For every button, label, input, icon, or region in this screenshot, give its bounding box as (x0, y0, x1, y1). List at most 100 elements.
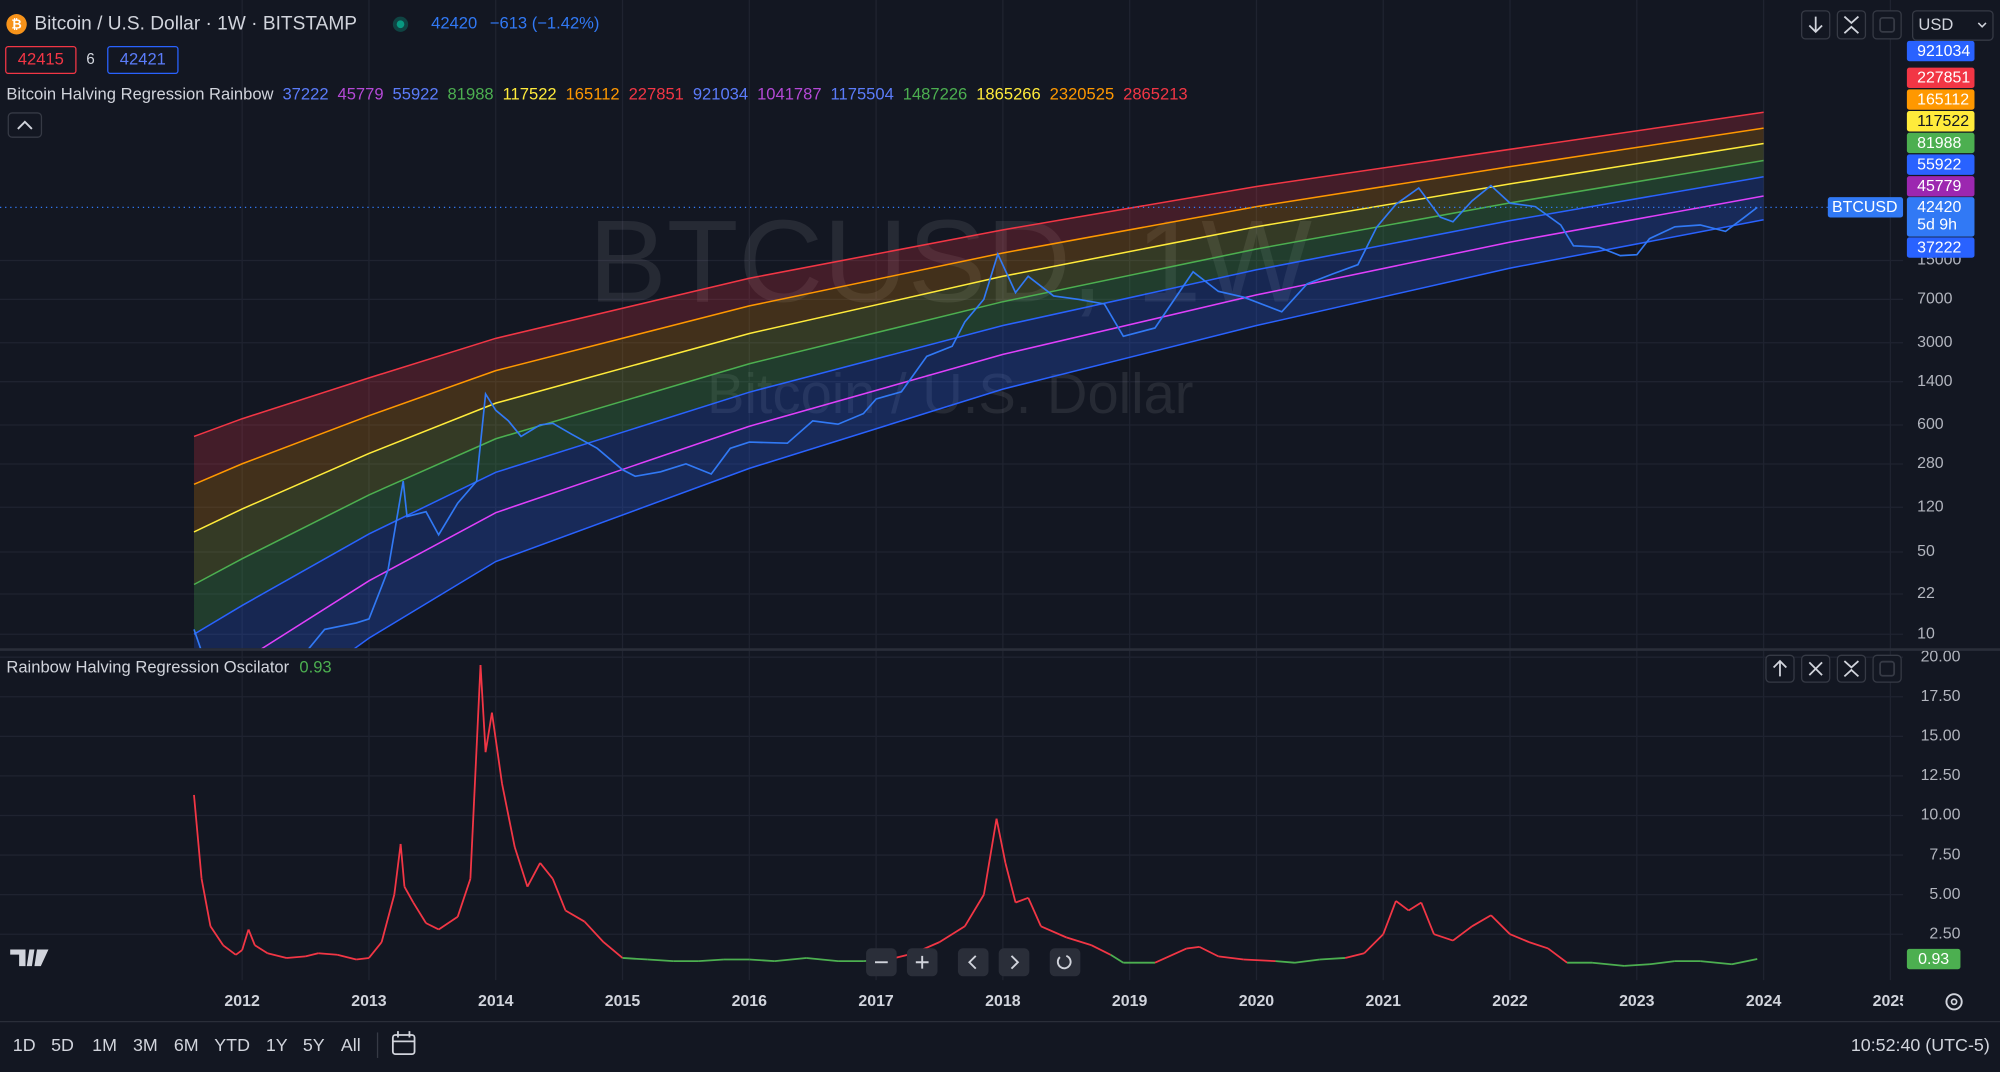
line-segment (1110, 954, 1124, 964)
y-tick-label: 1400 (1917, 373, 1953, 390)
countdown: 5d 9h (1917, 216, 1957, 233)
band-line (193, 127, 1764, 486)
band-line (193, 159, 1764, 586)
range-button[interactable]: 6M (174, 1035, 199, 1055)
time-axis: 2012 2013 2014 2015 2016 2017 2018 2019 2020 2021… (224, 993, 1903, 1010)
band-line (260, 195, 1764, 649)
gear-icon (1945, 993, 1963, 1011)
line-segment (982, 818, 998, 895)
line-segment (526, 862, 541, 888)
line-segment (267, 952, 287, 959)
button-icon (1808, 661, 1823, 676)
zoom-out-button[interactable] (866, 948, 897, 977)
y-tick-label: 2.50 (1929, 925, 1960, 942)
line-segment (209, 925, 224, 946)
line-segment (1066, 936, 1092, 947)
line-segment (583, 920, 605, 943)
indicator-value: 165112 (566, 85, 620, 104)
line-segment (1363, 933, 1384, 954)
symbol-title: Bitcoin / U.S. Dollar · 1W · BITSTAMP (34, 13, 357, 34)
line-segment (412, 902, 427, 924)
band-fill (262, 196, 1764, 649)
y-tick-label: 17.50 (1921, 688, 1961, 705)
x-tick-label: 2016 (732, 993, 768, 1010)
line-segment (1649, 960, 1675, 966)
scroll-right-button[interactable] (998, 948, 1030, 977)
goto-date-button[interactable] (391, 1031, 416, 1056)
band-fill (194, 112, 1764, 485)
maximize-pane-button[interactable] (1836, 654, 1867, 683)
button-icon (1879, 16, 1896, 33)
line-segment (1243, 958, 1276, 963)
y-tick-label: 7000 (1917, 291, 1953, 308)
reset-pane-button[interactable] (1872, 654, 1902, 683)
currency-select[interactable]: USD (1911, 10, 1994, 41)
y-tick-label: 22 (1917, 585, 1935, 602)
range-button[interactable]: 3M (133, 1035, 158, 1055)
line-segment (806, 957, 839, 963)
price-pane (193, 111, 1764, 649)
settings-button[interactable] (1945, 993, 1963, 1011)
scale-label-box (1906, 176, 1975, 197)
button-frame (1836, 10, 1867, 40)
scroll-left-button[interactable] (957, 948, 989, 977)
line-segment (1004, 862, 1017, 903)
reset-button[interactable] (1872, 10, 1902, 40)
x-tick-label: 2020 (1239, 993, 1275, 1010)
collapse-button[interactable] (7, 112, 43, 138)
remove-pane-button[interactable] (1801, 654, 1831, 683)
range-button[interactable]: 1M (92, 1035, 117, 1055)
line-segment (1731, 958, 1758, 966)
band-line (193, 111, 1764, 438)
line-segment (241, 929, 250, 951)
range-button[interactable]: 5Y (303, 1035, 325, 1055)
ask-price: 42421 (120, 49, 166, 68)
line-segment (484, 712, 493, 753)
button-icon (1056, 954, 1072, 970)
scale-label-box (1906, 89, 1975, 110)
line-segment (1471, 914, 1492, 928)
line-segment (1408, 901, 1422, 912)
range-button[interactable]: 1Y (266, 1035, 288, 1055)
maximize-button[interactable] (1836, 10, 1867, 40)
range-button[interactable]: All (341, 1035, 361, 1055)
range-button[interactable]: 1D (13, 1035, 36, 1055)
last-value-label: 0.93 (1918, 951, 1949, 968)
line-segment (1592, 961, 1625, 967)
bid-box[interactable] (5, 45, 77, 75)
button-frame (998, 948, 1030, 977)
indicator-value: 921034 (693, 85, 748, 104)
range-button[interactable]: YTD (214, 1035, 250, 1055)
line-segment (539, 862, 554, 880)
scroll-down-button[interactable] (1801, 10, 1831, 40)
range-button[interactable]: 5D (51, 1035, 74, 1055)
line-segment (337, 953, 357, 961)
indicator-value: 2865213 (1123, 85, 1188, 104)
line-segment (380, 894, 396, 943)
ask-box[interactable] (107, 45, 179, 75)
line-segment (356, 957, 370, 961)
y-tick-label: 600 (1917, 416, 1944, 433)
indicator-value: 45779 (337, 85, 383, 104)
line-segment (647, 958, 674, 963)
line-segment (438, 916, 459, 931)
currency: USD (1918, 15, 1953, 34)
line-segment (368, 941, 383, 959)
line-segment (1433, 933, 1454, 942)
zoom-in-button[interactable] (906, 948, 938, 977)
reset-view-button[interactable] (1049, 948, 1081, 977)
line-segment (1547, 947, 1568, 964)
button-icon (1843, 15, 1860, 34)
symbol-tag-box (1827, 197, 1904, 218)
line-segment (286, 955, 306, 959)
band-line (193, 175, 1764, 635)
line-segment (602, 941, 624, 959)
line-segment (254, 944, 268, 954)
calendar-icon (391, 1034, 416, 1056)
scale-label: 81988 (1917, 135, 1961, 152)
range-bar: 1D 5D 1M 3M 6M YTD 1Y 5Y All (13, 1035, 361, 1055)
indicator-value: 117522 (503, 85, 557, 104)
gear-icon-center (1950, 998, 1958, 1006)
move-up-button[interactable] (1765, 654, 1795, 683)
